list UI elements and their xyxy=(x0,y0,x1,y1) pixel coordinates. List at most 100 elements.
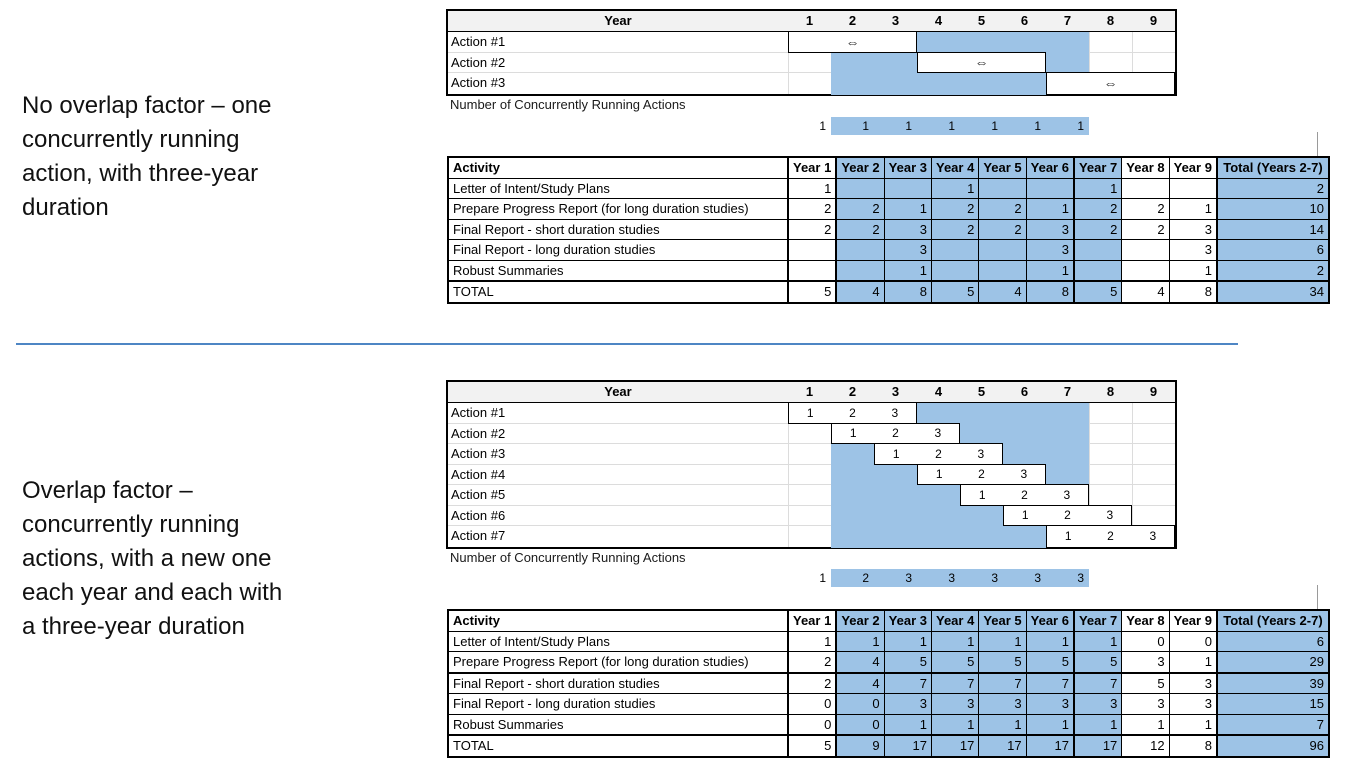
activity-value-cell: 1 xyxy=(930,177,980,199)
gantt-year-header-cell: 5 xyxy=(977,384,986,399)
concurrent-count-cell xyxy=(1089,117,1132,135)
activity-value-cell: 7 xyxy=(1025,672,1075,694)
gantt-year-header-cell: 1 xyxy=(805,384,814,399)
activity-value-cell: 1 xyxy=(978,713,1027,736)
concurrent-count-cell: 3 xyxy=(1046,569,1089,587)
activity-value-cell: 5 xyxy=(1072,280,1123,303)
activity-value-cell: 1 xyxy=(1168,713,1218,736)
activity-value-cell: 17 xyxy=(930,734,980,757)
activity-total-cell: 15 xyxy=(1215,693,1330,715)
activity-name-cell: Final Report - long duration studies xyxy=(447,693,789,715)
gantt-bar-area: 1 2 3 xyxy=(788,443,1175,465)
concurrent-count-cell: 1 xyxy=(1046,117,1089,135)
activity-value-cell: 17 xyxy=(978,734,1027,757)
gantt-highlight-segment xyxy=(831,464,917,485)
activity-value-cell: 2 xyxy=(1072,218,1123,240)
gantt-action-label: Action #2 xyxy=(451,54,506,70)
activity-value-cell: 5 xyxy=(1121,672,1170,694)
gantt-action-row: Action #5 1 2 3 xyxy=(448,484,1175,506)
annotation-line: a three-year duration xyxy=(22,613,245,640)
activity-value-cell: 8 xyxy=(1168,280,1218,303)
activity-name-cell: Final Report - short duration studies xyxy=(447,218,789,240)
gantt-action-label: Action #3 xyxy=(451,75,506,90)
activity-value-cell xyxy=(835,177,885,199)
gantt-bar-year-number: 3 xyxy=(934,426,942,441)
activity-value-cell: 4 xyxy=(835,651,885,674)
gantt-highlight-segment xyxy=(831,52,917,73)
gantt-year-header-cell: 6 xyxy=(1020,13,1029,28)
section-divider-line xyxy=(16,343,1238,345)
activity-value-cell xyxy=(930,259,980,282)
activity-value-cell: 3 xyxy=(1025,218,1075,240)
activity-value-cell: 5 xyxy=(930,651,980,674)
activity-total-cell: 14 xyxy=(1215,218,1330,240)
activity-value-cell: 2 xyxy=(1121,198,1170,220)
activity-value-cell: 3 xyxy=(883,239,932,261)
activity-value-cell: 3 xyxy=(883,693,932,715)
gantt-highlight-segment xyxy=(1046,52,1089,73)
activity-header-cell: Year 2 xyxy=(835,156,885,179)
gantt-bar-year-number: 1 xyxy=(806,405,814,420)
activity-table-row: Robust Summaries 1 1 1 2 xyxy=(447,259,1330,282)
activity-value-cell xyxy=(1072,239,1123,261)
gantt-bar: 1 2 3 xyxy=(1046,525,1175,548)
activity-total-cell: 6 xyxy=(1215,630,1330,652)
activity-table-row: TOTAL 5 4 8 5 4 8 5 4 8 34 xyxy=(447,280,1330,303)
gantt-table-no-overlap: Year 1 2 3 4 5 6 7 8 9 Action #1 ⇔ Action #2 ⇔ Action … xyxy=(446,9,1177,96)
gantt-year-header-cell: 7 xyxy=(1063,13,1072,28)
gantt-action-row: Action #2 ⇔ xyxy=(448,51,1175,73)
activity-value-cell: 3 xyxy=(1168,693,1218,715)
activity-total-cell: 6 xyxy=(1215,239,1330,261)
activity-value-cell xyxy=(835,239,885,261)
gantt-highlight-segment xyxy=(831,444,874,465)
gantt-year-header-label: Year xyxy=(604,13,632,28)
activity-name-cell: Letter of Intent/Study Plans xyxy=(447,630,789,652)
activity-value-cell: 3 xyxy=(1025,693,1075,715)
gantt-bar-year-number: 1 xyxy=(892,446,900,461)
activity-table-row: Final Report - short duration studies 2 4 7… xyxy=(447,672,1330,694)
annotation-line: actions, with a new one xyxy=(22,545,272,572)
gantt-action-label: Action #7 xyxy=(451,528,506,543)
activity-total-cell: 2 xyxy=(1215,177,1330,199)
annotation-line: action, with three-year xyxy=(22,160,259,187)
activity-table-row: Prepare Progress Report (for long durati… xyxy=(447,651,1330,674)
gantt-action-label: Action #1 xyxy=(451,405,506,420)
activity-value-cell: 1 xyxy=(1025,198,1075,220)
activity-value-cell: 1 xyxy=(1072,177,1123,199)
activity-value-cell xyxy=(1072,259,1123,282)
activity-value-cell: 1 xyxy=(930,713,980,736)
gantt-bar-year-number: 2 xyxy=(935,446,942,461)
concurrent-count-cell: 2 xyxy=(831,569,874,587)
gantt-bar: 1 2 3 xyxy=(1003,504,1132,526)
gantt-bar-area: 1 2 3 xyxy=(788,463,1175,485)
activity-value-cell: 5 xyxy=(786,280,837,303)
concurrent-count-cell: 1 xyxy=(960,117,1003,135)
activity-value-cell: 0 xyxy=(1168,630,1218,652)
annotation-line: No overlap factor – one xyxy=(22,92,272,119)
gantt-bar: 1 2 3 xyxy=(874,443,1003,465)
gantt-bar-year-number: 3 xyxy=(1149,529,1157,544)
gantt-bar-year-number: 2 xyxy=(892,426,899,441)
activity-header-cell: Year 9 xyxy=(1168,609,1218,632)
gantt-year-header-cell: 4 xyxy=(934,384,943,399)
activity-header-cell: Activity xyxy=(447,609,789,632)
gantt-bar-year-number: 3 xyxy=(1020,467,1028,482)
activity-header-cell: Year 7 xyxy=(1072,156,1123,179)
concurrent-count-cell xyxy=(1089,569,1132,587)
double-arrow-icon: ⇔ xyxy=(974,54,989,71)
gantt-action-row: Action #3 ⇔ xyxy=(448,72,1175,95)
activity-value-cell: 7 xyxy=(930,672,980,694)
concurrent-actions-label: Number of Concurrently Running Actions xyxy=(450,97,686,112)
gantt-bar: 1 2 3 xyxy=(960,484,1089,506)
gantt-bar: 1 2 3 xyxy=(788,402,917,424)
activity-value-cell: 0 xyxy=(1121,630,1170,652)
activity-header-cell: Year 8 xyxy=(1121,156,1170,179)
gantt-bar-area: ⇔ xyxy=(788,31,1175,53)
gantt-header-row: Year 1 2 3 4 5 6 7 8 9 xyxy=(448,382,1175,403)
gantt-highlight-segment xyxy=(960,423,1089,444)
gantt-year-header-cell: 9 xyxy=(1149,384,1158,399)
activity-value-cell: 1 xyxy=(883,198,932,220)
activity-header-cell: Year 3 xyxy=(883,156,932,179)
